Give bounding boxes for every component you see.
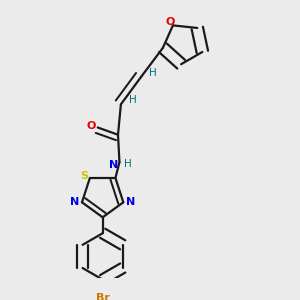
Text: O: O bbox=[165, 17, 175, 27]
Text: N: N bbox=[70, 197, 79, 207]
Text: S: S bbox=[81, 171, 89, 181]
Text: N: N bbox=[109, 160, 118, 170]
Text: H: H bbox=[129, 95, 137, 105]
Text: N: N bbox=[126, 197, 136, 207]
Text: H: H bbox=[149, 68, 157, 78]
Text: H: H bbox=[124, 159, 132, 169]
Text: Br: Br bbox=[96, 293, 110, 300]
Text: O: O bbox=[87, 121, 96, 131]
